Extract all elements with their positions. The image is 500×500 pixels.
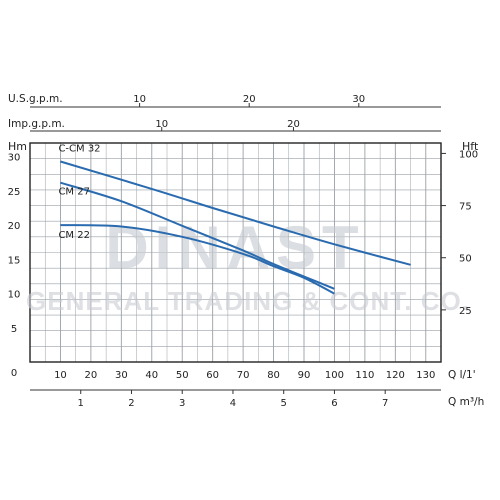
- head-m-tick-label: 30: [8, 153, 21, 164]
- usgpm-tick-label: 30: [352, 94, 365, 105]
- head-ft-tick-label: 25: [459, 306, 472, 317]
- series-label: CM 22: [58, 230, 90, 241]
- head-m-tick-label: 20: [8, 221, 21, 232]
- watermark-company: GENERAL TRADING & CONT. CO.: [26, 286, 470, 316]
- curve-cm-27: [60, 181, 335, 290]
- watermark: DINAST GENERAL TRADING & CONT. CO.: [26, 214, 470, 316]
- impgpm-axis-label: Imp.g.p.m.: [8, 118, 65, 130]
- head-m-tick-label: 10: [8, 290, 21, 301]
- flow-lmin-tick-label: 60: [206, 370, 219, 381]
- head-m-tick-label: 25: [8, 187, 21, 198]
- series-label: C-CM 32: [58, 143, 100, 154]
- curve-c-cm-32: [60, 160, 411, 266]
- head-m-tick-label: 0: [11, 368, 17, 379]
- head-m-axis-label: Hm: [8, 140, 27, 153]
- flow-lmin-axis-label: Q l/1': [448, 369, 476, 381]
- m3h-tick-label: 2: [128, 398, 134, 409]
- m3h-tick-label: 6: [331, 398, 337, 409]
- flow-lmin-tick-label: 80: [267, 370, 280, 381]
- flow-lmin-tick-label: 120: [386, 370, 405, 381]
- flow-lmin-tick-label: 10: [54, 370, 67, 381]
- watermark-brand: DINAST: [105, 214, 364, 281]
- head-ft-tick-label: 50: [459, 254, 472, 265]
- usgpm-tick-label: 10: [133, 94, 146, 105]
- plot-frame: [29, 142, 442, 363]
- head-ft-tick-label: 75: [459, 202, 472, 213]
- flow-lmin-tick-label: 90: [298, 370, 311, 381]
- usgpm-tick-label: 20: [243, 94, 256, 105]
- head-ft-axis-label: Hft: [462, 140, 479, 153]
- flow-lmin-tick-label: 110: [355, 370, 374, 381]
- m3h-tick-label: 1: [78, 398, 84, 409]
- flow-lmin-tick-label: 30: [115, 370, 128, 381]
- flow-lmin-tick-label: 40: [145, 370, 158, 381]
- flow-lmin-tick-label: 70: [237, 370, 250, 381]
- flow-m3h-axis-label: Q m³/h: [448, 396, 484, 408]
- impgpm-tick-label: 10: [155, 119, 168, 130]
- curve-cm-22: [60, 224, 335, 295]
- head-ft-tick-label: 100: [459, 149, 478, 160]
- chart-grid: [29, 142, 442, 363]
- flow-lmin-tick-label: 50: [176, 370, 189, 381]
- series-label: CM 27: [58, 187, 90, 198]
- m3h-tick-label: 4: [230, 398, 236, 409]
- m3h-tick-label: 3: [179, 398, 185, 409]
- flow-lmin-tick-label: 130: [416, 370, 435, 381]
- m3h-tick-label: 7: [382, 398, 388, 409]
- impgpm-tick-label: 20: [287, 119, 300, 130]
- head-m-tick-label: 5: [11, 324, 17, 335]
- usgpm-axis-label: U.S.g.p.m.: [8, 93, 63, 105]
- head-m-tick-label: 15: [8, 255, 21, 266]
- flow-lmin-tick-label: 20: [85, 370, 98, 381]
- flow-lmin-tick-label: 100: [325, 370, 344, 381]
- m3h-tick-label: 5: [281, 398, 287, 409]
- curves: C-CM 32 CM 27 CM 22: [58, 143, 411, 295]
